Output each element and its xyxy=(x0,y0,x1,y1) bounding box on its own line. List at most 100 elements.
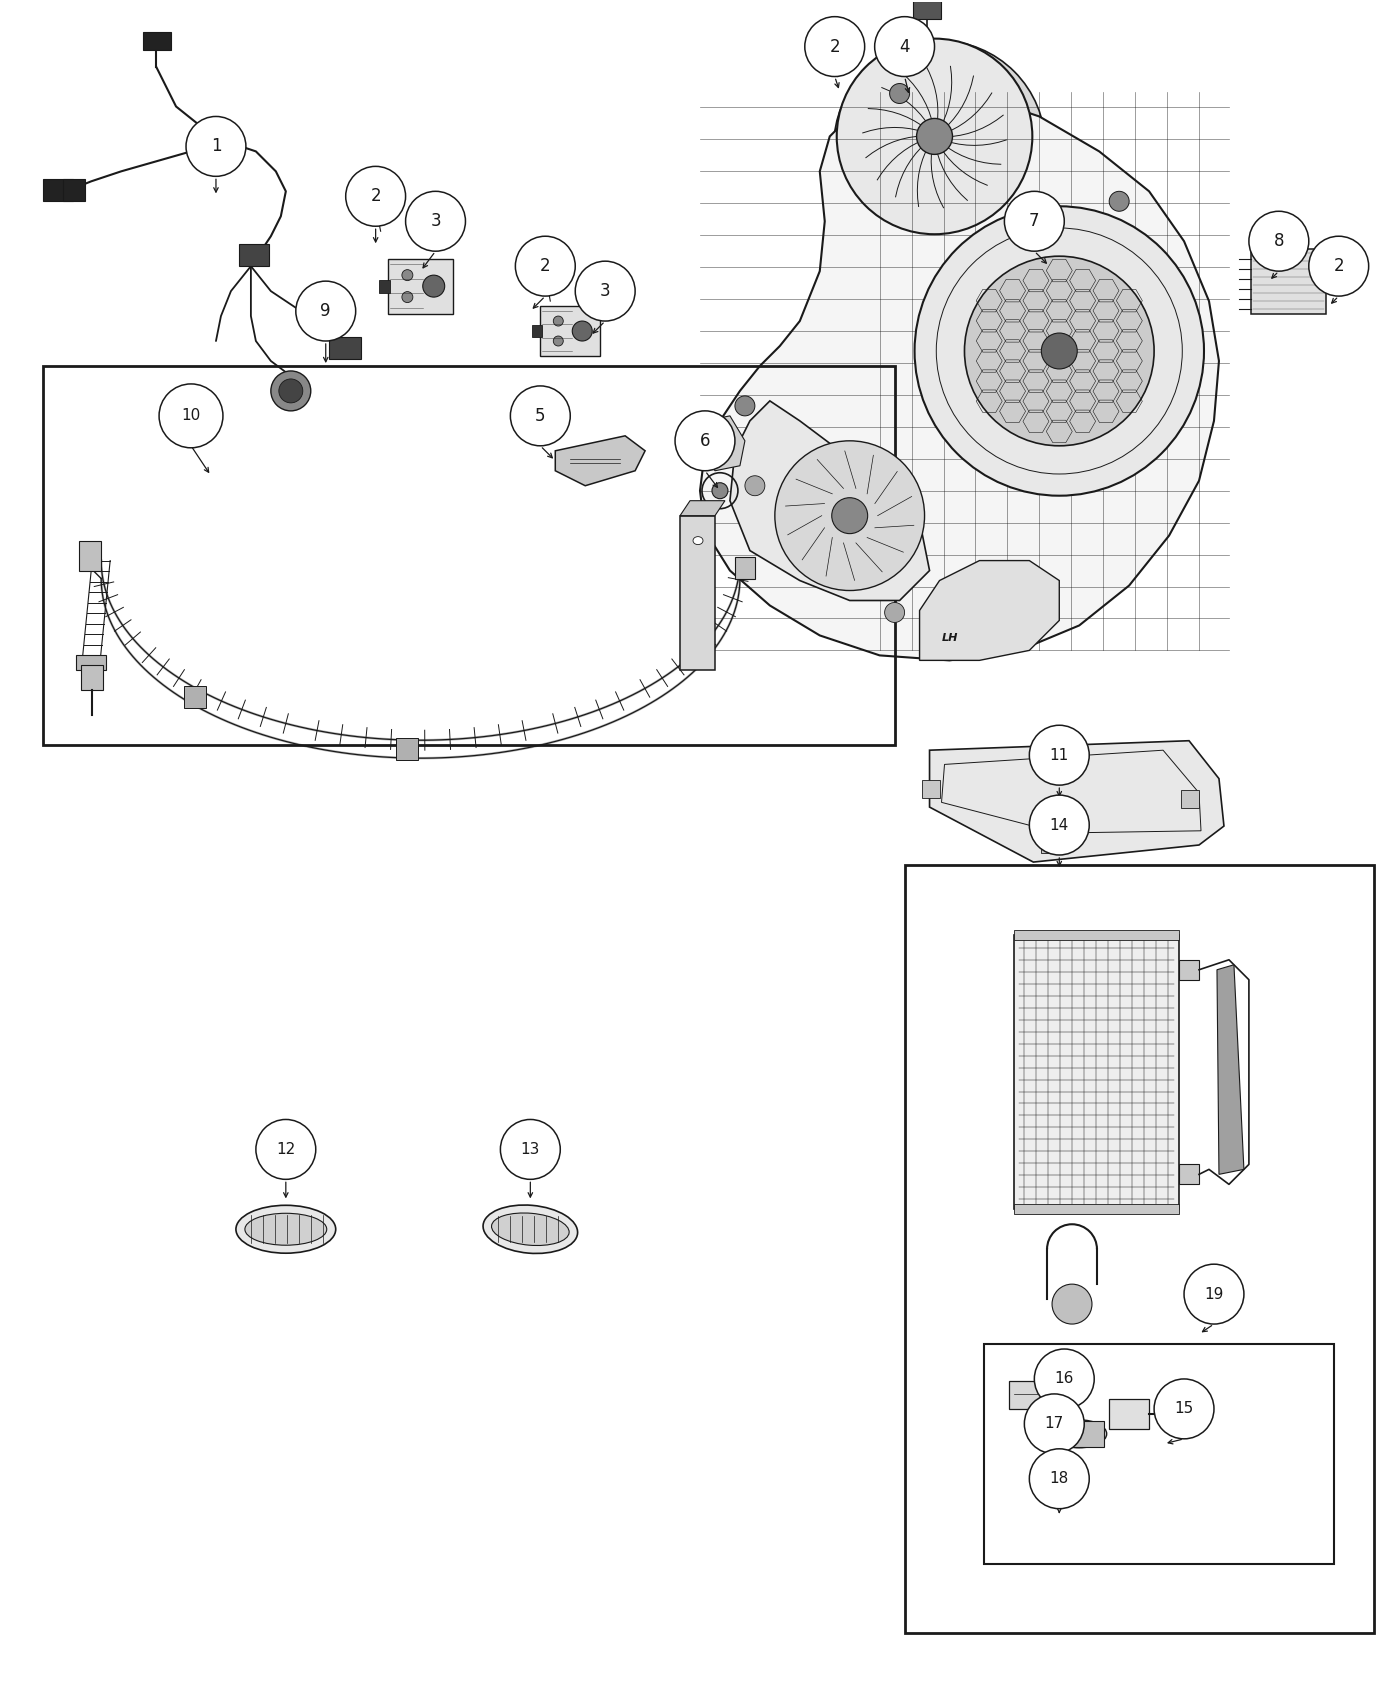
Circle shape xyxy=(713,483,728,498)
Circle shape xyxy=(1109,192,1130,211)
Circle shape xyxy=(538,269,547,279)
Circle shape xyxy=(1249,211,1309,272)
Text: LH: LH xyxy=(941,634,958,643)
Bar xyxy=(329,337,361,359)
Circle shape xyxy=(515,236,575,296)
Circle shape xyxy=(1035,1350,1095,1409)
Bar xyxy=(984,1345,1334,1564)
Ellipse shape xyxy=(491,1214,570,1246)
Circle shape xyxy=(889,83,910,104)
Bar xyxy=(680,515,715,670)
Text: 17: 17 xyxy=(1044,1416,1064,1431)
Polygon shape xyxy=(700,92,1219,660)
Circle shape xyxy=(402,270,413,280)
Circle shape xyxy=(1029,726,1089,785)
Polygon shape xyxy=(556,435,645,486)
Text: 7: 7 xyxy=(1029,212,1040,230)
Bar xyxy=(63,178,85,201)
Circle shape xyxy=(1029,796,1089,855)
Circle shape xyxy=(735,396,755,416)
Bar xyxy=(1015,930,1179,940)
Circle shape xyxy=(406,192,465,252)
Bar xyxy=(396,738,417,760)
Polygon shape xyxy=(706,416,745,471)
Circle shape xyxy=(875,17,935,76)
Circle shape xyxy=(834,41,1046,252)
Bar xyxy=(185,687,206,709)
Circle shape xyxy=(511,386,570,445)
Ellipse shape xyxy=(245,1214,326,1244)
Text: 15: 15 xyxy=(1175,1401,1194,1416)
Circle shape xyxy=(1004,192,1064,252)
Circle shape xyxy=(885,602,904,622)
Circle shape xyxy=(832,498,868,534)
Text: 16: 16 xyxy=(1054,1372,1074,1387)
Ellipse shape xyxy=(693,537,703,544)
Ellipse shape xyxy=(1047,1494,1061,1503)
Bar xyxy=(735,556,755,578)
Text: 6: 6 xyxy=(700,432,710,450)
Circle shape xyxy=(295,280,356,342)
Circle shape xyxy=(1029,1448,1089,1508)
Text: 3: 3 xyxy=(599,282,610,301)
Circle shape xyxy=(186,117,246,177)
Bar xyxy=(540,306,601,355)
Bar xyxy=(388,258,454,313)
Polygon shape xyxy=(920,561,1060,660)
Bar xyxy=(1015,935,1179,1209)
Bar xyxy=(81,665,104,690)
Text: 1: 1 xyxy=(210,138,221,155)
Circle shape xyxy=(745,476,764,496)
Text: 2: 2 xyxy=(829,37,840,56)
Circle shape xyxy=(914,206,1204,496)
Text: 10: 10 xyxy=(182,408,200,423)
Circle shape xyxy=(675,411,735,471)
Bar xyxy=(43,178,73,201)
Text: 8: 8 xyxy=(1274,233,1284,250)
Circle shape xyxy=(402,292,413,303)
Bar xyxy=(1009,1380,1054,1409)
Circle shape xyxy=(575,262,636,321)
Ellipse shape xyxy=(237,1205,336,1253)
Bar xyxy=(921,780,939,797)
Circle shape xyxy=(1154,1379,1214,1438)
Circle shape xyxy=(553,316,563,326)
Circle shape xyxy=(368,201,378,211)
Text: 9: 9 xyxy=(321,303,330,320)
Bar xyxy=(1252,248,1326,313)
Circle shape xyxy=(774,440,924,590)
Circle shape xyxy=(1330,267,1341,279)
Circle shape xyxy=(270,371,311,411)
Bar xyxy=(1054,1421,1105,1447)
Text: 11: 11 xyxy=(1050,748,1070,763)
Circle shape xyxy=(553,337,563,347)
Polygon shape xyxy=(930,741,1224,862)
Bar xyxy=(532,325,542,337)
Polygon shape xyxy=(680,502,725,515)
Bar xyxy=(239,245,269,267)
Text: 3: 3 xyxy=(430,212,441,230)
Circle shape xyxy=(256,1120,316,1180)
Bar xyxy=(1182,790,1198,807)
Bar xyxy=(1109,1399,1149,1428)
Circle shape xyxy=(837,39,1032,235)
Text: 4: 4 xyxy=(899,37,910,56)
Circle shape xyxy=(965,257,1154,445)
Bar xyxy=(80,541,101,571)
Text: 2: 2 xyxy=(371,187,381,206)
Circle shape xyxy=(500,1120,560,1180)
Circle shape xyxy=(573,321,592,342)
Circle shape xyxy=(1042,333,1077,369)
Circle shape xyxy=(160,384,223,447)
Circle shape xyxy=(1051,1284,1092,1324)
Polygon shape xyxy=(1217,966,1245,1175)
Bar xyxy=(904,865,1373,1634)
Text: 12: 12 xyxy=(276,1142,295,1158)
Bar xyxy=(1179,960,1198,979)
Circle shape xyxy=(1025,1394,1084,1454)
Circle shape xyxy=(917,119,952,155)
Text: 2: 2 xyxy=(1333,257,1344,275)
Circle shape xyxy=(826,49,837,61)
Circle shape xyxy=(423,275,445,298)
Text: 18: 18 xyxy=(1050,1470,1070,1486)
